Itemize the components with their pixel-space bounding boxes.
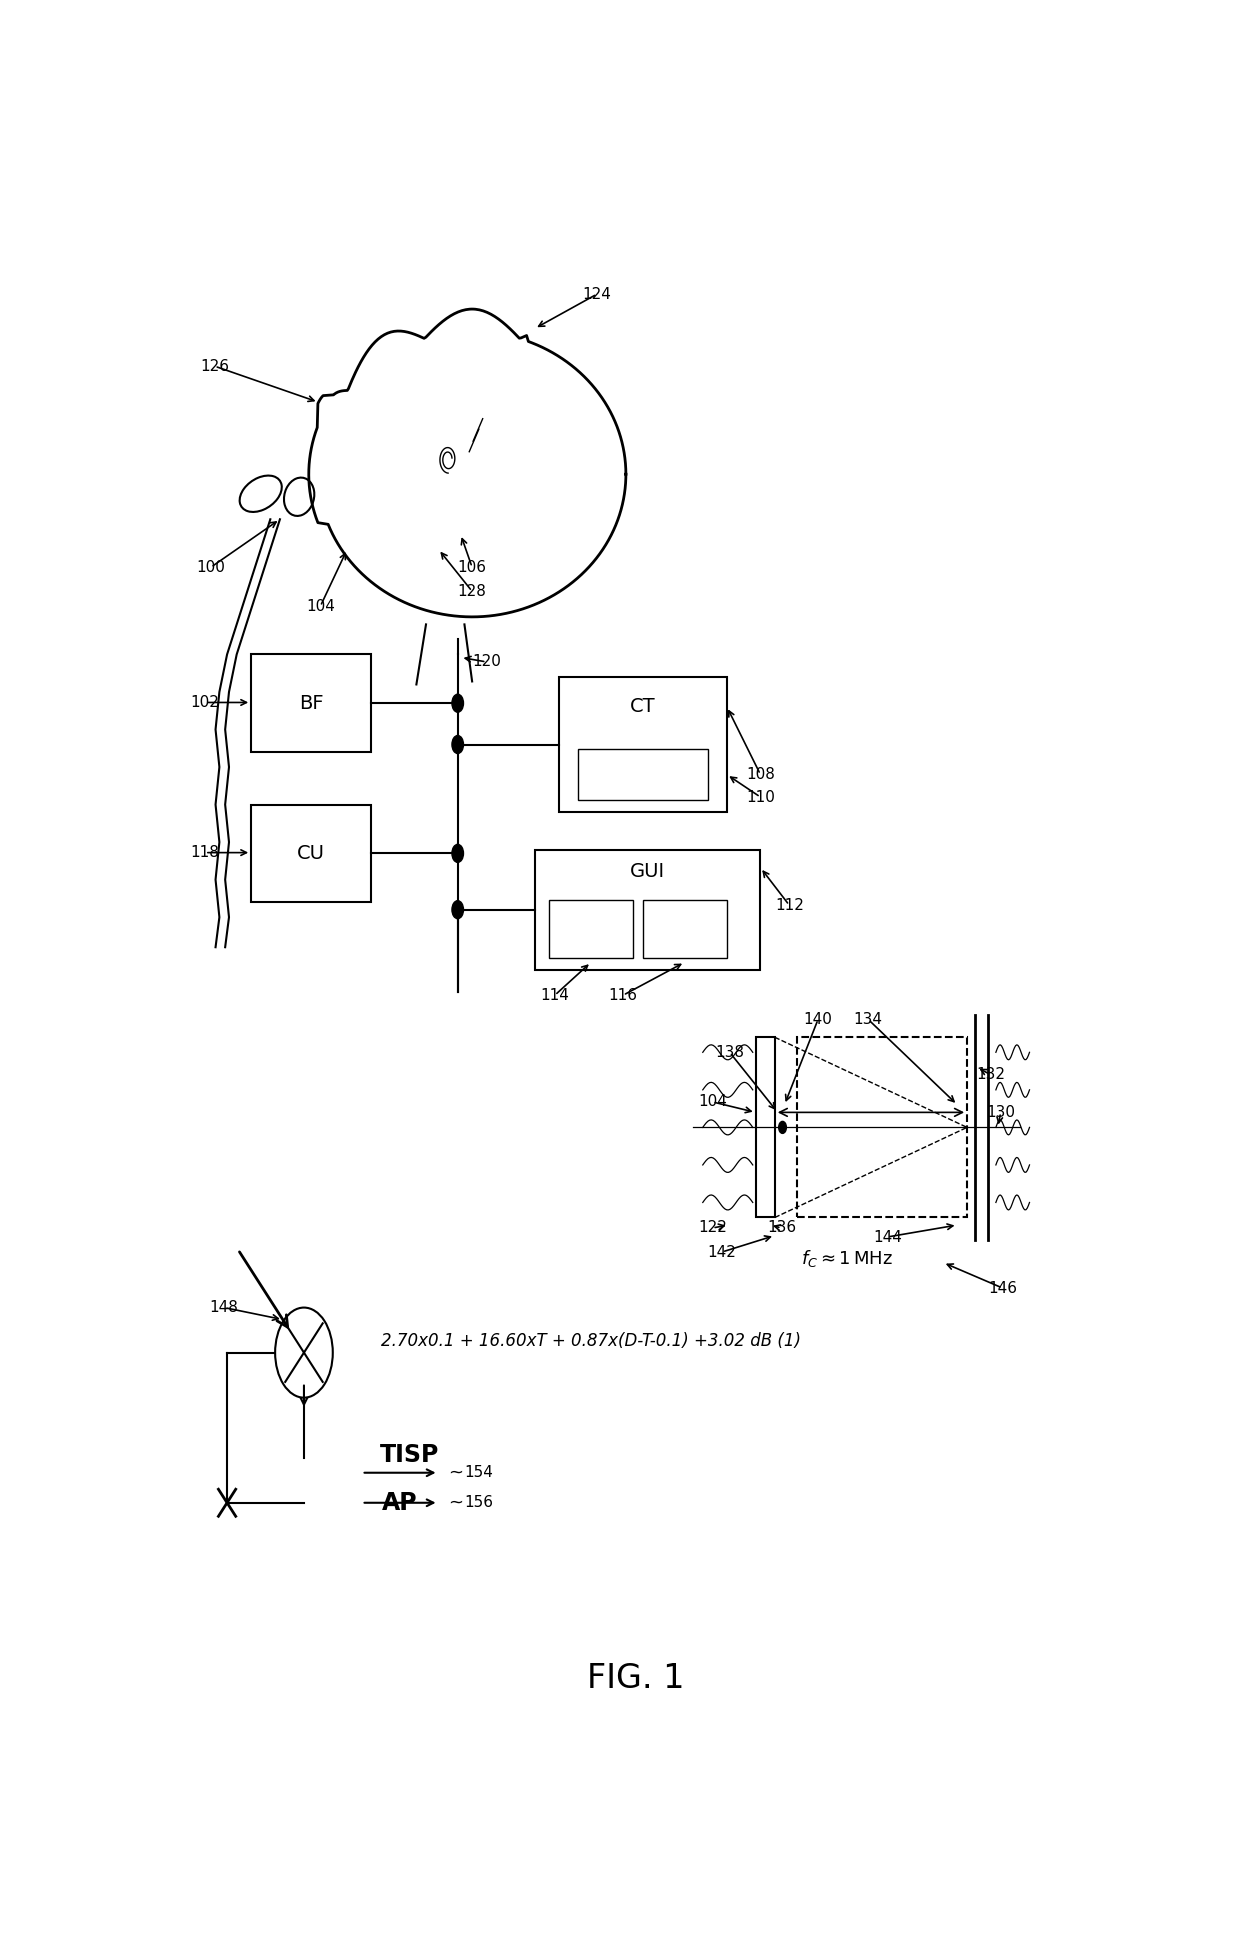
- Circle shape: [275, 1308, 332, 1398]
- Text: 136: 136: [768, 1221, 796, 1236]
- Text: BF: BF: [299, 694, 324, 712]
- Text: 112: 112: [775, 897, 804, 913]
- Bar: [642, 901, 727, 957]
- Ellipse shape: [239, 476, 281, 513]
- Text: 148: 148: [210, 1301, 238, 1314]
- Text: 146: 146: [988, 1281, 1017, 1295]
- Text: 138: 138: [715, 1045, 744, 1059]
- Text: 130: 130: [986, 1106, 1016, 1119]
- Text: 128: 128: [458, 583, 486, 599]
- Text: ~: ~: [448, 1494, 463, 1511]
- Text: 132: 132: [977, 1067, 1006, 1082]
- Text: 108: 108: [746, 766, 775, 782]
- Text: 154: 154: [465, 1464, 494, 1480]
- Circle shape: [779, 1121, 786, 1133]
- Text: 114: 114: [541, 989, 569, 1002]
- Text: 124: 124: [583, 287, 611, 302]
- Text: 156: 156: [465, 1496, 494, 1509]
- Text: FIG. 1: FIG. 1: [587, 1661, 684, 1695]
- Text: 102: 102: [191, 694, 219, 710]
- Text: 140: 140: [804, 1012, 832, 1028]
- Text: 106: 106: [458, 560, 486, 575]
- Bar: [797, 1037, 967, 1217]
- Ellipse shape: [284, 478, 314, 517]
- Text: 110: 110: [746, 790, 775, 805]
- Text: 120: 120: [472, 655, 501, 669]
- Text: 2.70x0.1 + 16.60xT + 0.87x(D-T-0.1) +3.02 dB (1): 2.70x0.1 + 16.60xT + 0.87x(D-T-0.1) +3.0…: [381, 1332, 801, 1349]
- Text: CU: CU: [298, 844, 325, 862]
- Circle shape: [451, 735, 464, 753]
- Text: 142: 142: [708, 1244, 737, 1260]
- Bar: [578, 749, 708, 800]
- Text: AP: AP: [382, 1490, 418, 1515]
- Text: 104: 104: [698, 1094, 727, 1110]
- Text: TISP: TISP: [379, 1443, 439, 1466]
- Text: 118: 118: [191, 844, 219, 860]
- Bar: [558, 677, 727, 811]
- Text: 144: 144: [873, 1230, 901, 1244]
- Text: 116: 116: [609, 989, 637, 1002]
- Text: GUI: GUI: [630, 862, 665, 881]
- Bar: [250, 655, 371, 753]
- Text: 126: 126: [200, 359, 229, 374]
- Text: CT: CT: [630, 698, 656, 716]
- Bar: [755, 1037, 775, 1217]
- Bar: [250, 805, 371, 903]
- Circle shape: [451, 901, 464, 918]
- Text: 104: 104: [306, 599, 335, 614]
- Text: ~: ~: [448, 1464, 463, 1482]
- Text: 100: 100: [196, 560, 226, 575]
- Text: 122: 122: [698, 1221, 727, 1236]
- Bar: [549, 901, 634, 957]
- Text: 134: 134: [853, 1012, 883, 1028]
- Circle shape: [451, 844, 464, 862]
- Circle shape: [451, 694, 464, 712]
- Bar: [534, 850, 760, 969]
- Text: $f_C \approx 1\,\mathrm{MHz}$: $f_C \approx 1\,\mathrm{MHz}$: [801, 1248, 893, 1269]
